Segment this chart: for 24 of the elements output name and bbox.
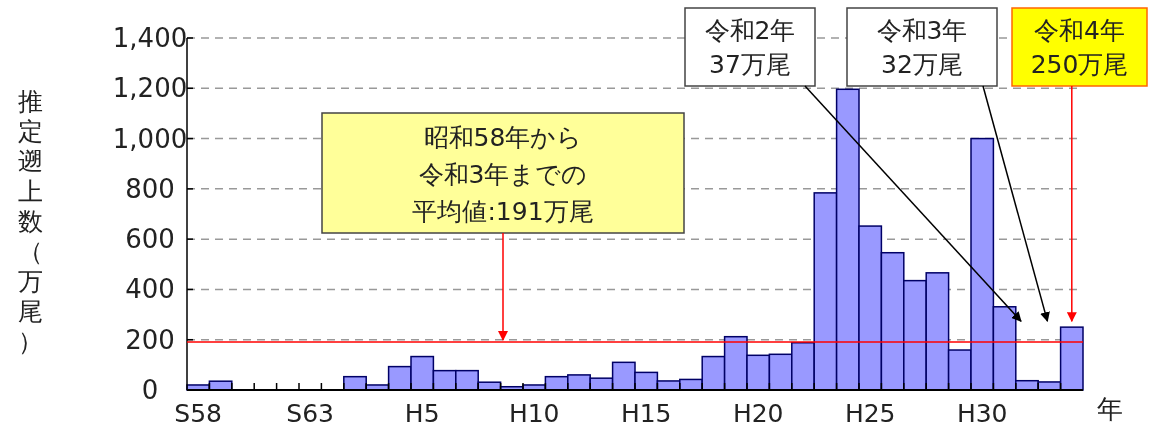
ytick: 400 bbox=[125, 274, 175, 305]
x-tick-label: H5 bbox=[404, 399, 440, 428]
x-axis-title: 年 bbox=[1097, 394, 1123, 424]
annotation: 令和3年32万尾 bbox=[876, 16, 968, 79]
ytick: 1,400 bbox=[112, 23, 188, 53]
x-tick-label: S58 bbox=[174, 399, 223, 428]
ytick: 0 bbox=[141, 375, 159, 405]
ytick: 800 bbox=[125, 173, 175, 204]
x-tick-label: H25 bbox=[844, 399, 896, 428]
annotation: 令和2年37万尾 bbox=[704, 16, 796, 79]
ytick: 200 bbox=[125, 324, 175, 355]
ref-label: 昭和58年から令和3年までの平均値:191万尾 bbox=[321, 112, 685, 234]
x-tick-label: S63 bbox=[286, 399, 335, 428]
annotation: 令和4年250万尾 bbox=[1030, 16, 1129, 79]
x-tick-label: H15 bbox=[620, 399, 672, 428]
ytick: 1,000 bbox=[112, 123, 188, 154]
x-tick-label: H10 bbox=[508, 399, 560, 428]
annotation: 令和4年250万尾 bbox=[1011, 7, 1148, 323]
ytick: 1,200 bbox=[112, 73, 188, 104]
x-tick-label: H30 bbox=[956, 399, 1008, 428]
x-tick-label: H20 bbox=[732, 399, 784, 428]
ref-line-label: 昭和58年から令和3年までの平均値:191万尾 bbox=[412, 123, 594, 226]
ylabel: 推定遡上数（万尾） bbox=[17, 87, 43, 356]
ytick: 600 bbox=[125, 224, 175, 255]
